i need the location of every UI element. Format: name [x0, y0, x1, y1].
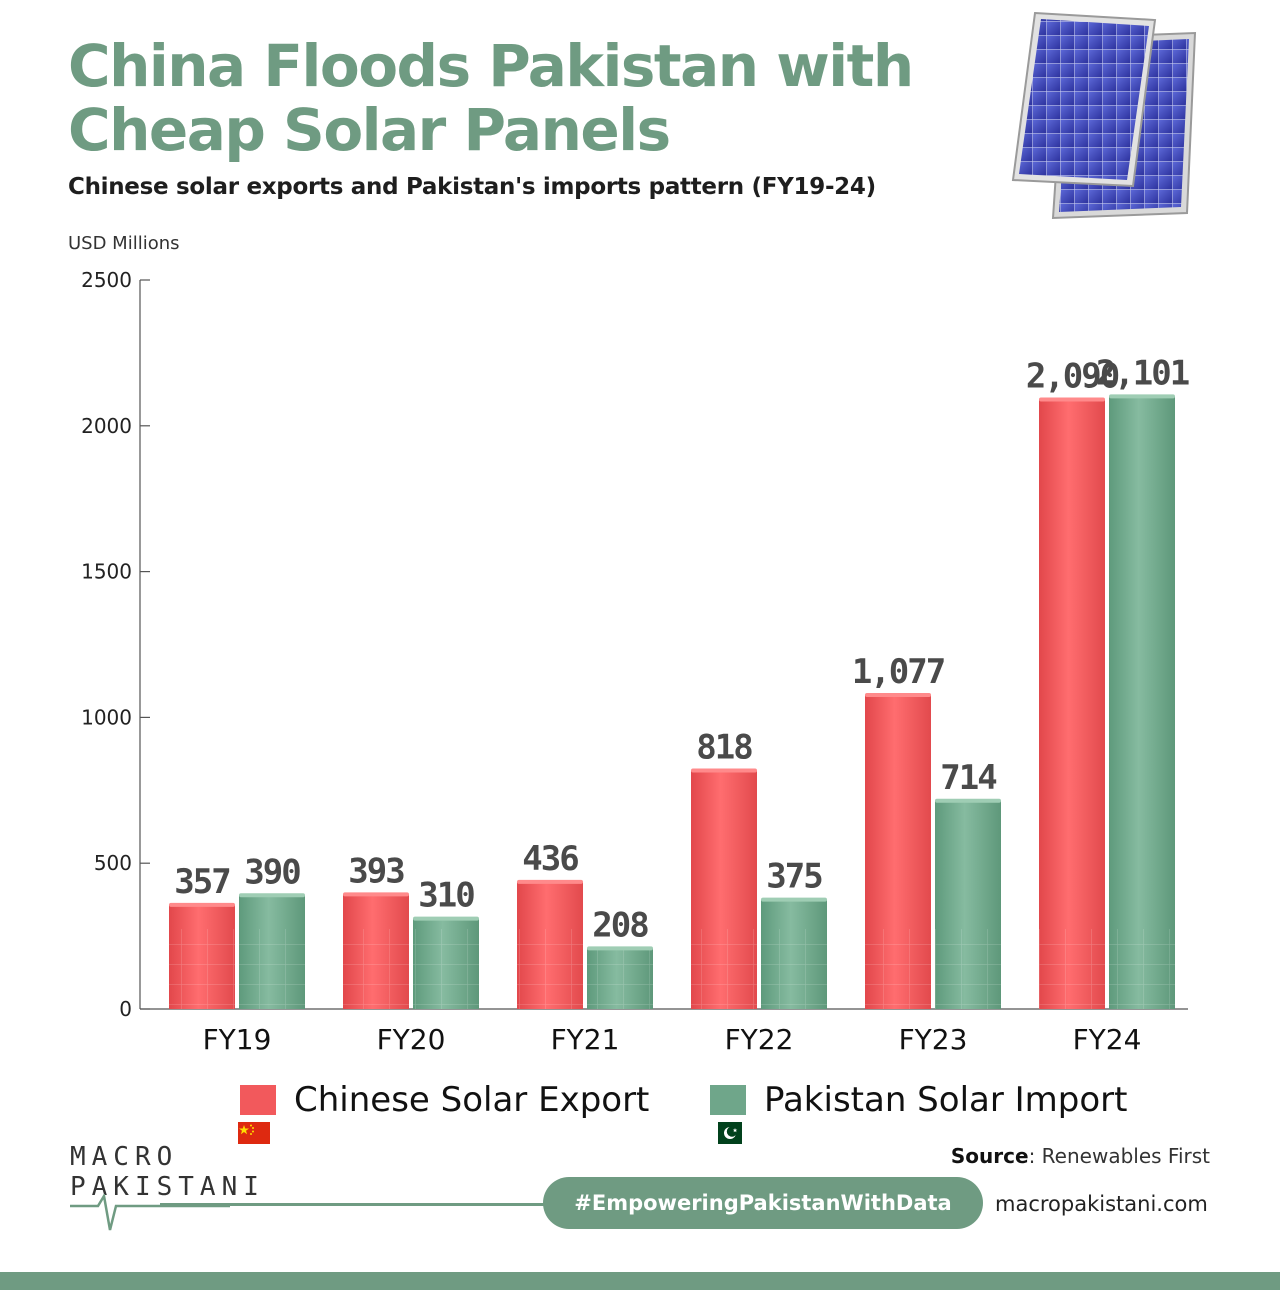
data-label-chinese-fy24: 2,090	[1026, 357, 1119, 397]
source-label: Source	[950, 1144, 1029, 1168]
bar-cap-pakistan-fy20	[413, 916, 479, 921]
data-label-pakistan-fy24: 2,101	[1096, 353, 1189, 393]
x-tick-label-fy21: FY21	[551, 1023, 620, 1056]
logo-line-2: PAKISTANI	[70, 1172, 265, 1202]
legend-swatch-chinese	[240, 1085, 276, 1115]
y-tick-label-500: 500	[94, 851, 132, 875]
bar-cap-pakistan-fy24	[1109, 394, 1175, 399]
bar-texture-pakistan-fy23	[935, 929, 1001, 1009]
data-label-chinese-fy19: 357	[174, 862, 229, 902]
data-label-pakistan-fy21: 208	[592, 905, 648, 945]
x-tick-label-fy23: FY23	[899, 1023, 968, 1056]
footer-divider	[160, 1203, 560, 1206]
legend-label-pakistan: Pakistan Solar Import	[764, 1080, 1128, 1120]
pakistan-flag-icon	[710, 1122, 742, 1144]
data-label-chinese-fy22: 818	[696, 727, 752, 767]
legend-item-chinese: Chinese Solar Export	[240, 1080, 649, 1120]
x-tick-label-fy20: FY20	[377, 1023, 446, 1056]
bar-texture-chinese-fy20	[343, 929, 409, 1009]
y-tick-label-2500: 2500	[81, 268, 132, 292]
data-label-chinese-fy23: 1,077	[852, 652, 944, 692]
legend-item-pakistan: Pakistan Solar Import	[710, 1080, 1127, 1120]
bar-texture-pakistan-fy24	[1109, 929, 1175, 1009]
logo-pulse-icon	[70, 1194, 230, 1231]
legend-label-chinese: Chinese Solar Export	[294, 1080, 650, 1120]
x-tick-label-fy22: FY22	[725, 1023, 794, 1056]
bar-cap-pakistan-fy23	[935, 798, 1001, 803]
source-value: : Renewables First	[1028, 1144, 1210, 1168]
y-tick-label-0: 0	[119, 997, 132, 1021]
bar-cap-chinese-fy19	[169, 902, 235, 907]
data-label-chinese-fy20: 393	[348, 851, 404, 891]
bar-texture-chinese-fy21	[517, 929, 583, 1009]
x-tick-label-fy19: FY19	[203, 1023, 272, 1056]
data-label-pakistan-fy19: 390	[244, 852, 300, 892]
solar-panel-illustration	[1011, 11, 1197, 220]
y-tick-label-1000: 1000	[81, 705, 132, 729]
data-label-pakistan-fy20: 310	[418, 876, 474, 916]
bar-texture-chinese-fy19	[169, 929, 235, 1009]
bar-cap-chinese-fy21	[517, 879, 583, 884]
bar-cap-pakistan-fy21	[587, 946, 653, 951]
data-label-pakistan-fy22: 375	[766, 857, 822, 897]
bar-texture-chinese-fy22	[691, 929, 757, 1009]
y-tick-label-1500: 1500	[81, 560, 132, 584]
y-axis-unit-label: USD Millions	[68, 233, 180, 254]
data-label-chinese-fy21: 436	[522, 839, 578, 879]
bar-cap-chinese-fy24	[1039, 397, 1105, 402]
bar-texture-pakistan-fy20	[413, 929, 479, 1009]
bar-cap-pakistan-fy19	[239, 893, 305, 898]
logo-line-1: MACRO	[70, 1142, 179, 1172]
bottom-bar	[0, 1272, 1280, 1290]
china-flag-icon	[238, 1122, 270, 1144]
macro-pakistani-logo: MACRO PAKISTANI	[70, 1142, 265, 1237]
page-subtitle: Chinese solar exports and Pakistan's imp…	[68, 174, 876, 200]
bar-cap-pakistan-fy22	[761, 897, 827, 902]
page-title: China Floods Pakistan with Cheap Solar P…	[68, 32, 914, 164]
data-label-pakistan-fy23: 714	[940, 758, 996, 798]
bar-pakistan-fy24	[1109, 396, 1175, 1009]
bar-chinese-fy24	[1039, 399, 1105, 1009]
x-tick-label-fy24: FY24	[1073, 1023, 1142, 1056]
y-tick-label-2000: 2000	[81, 414, 132, 438]
hashtag-badge: #EmpoweringPakistanWithData	[543, 1177, 983, 1229]
bar-texture-pakistan-fy21	[587, 948, 653, 1009]
legend-swatch-pakistan	[710, 1085, 746, 1115]
bar-texture-chinese-fy24	[1039, 929, 1105, 1009]
bar-chart: USD Millions 0 500 1000 1500 2000 2500 FY19 357…	[68, 233, 1191, 1056]
bar-cap-chinese-fy20	[343, 892, 409, 897]
chart-legend: Chinese Solar Export Pakistan Solar Impo…	[0, 1080, 1280, 1150]
website-link[interactable]: macropakistani.com	[995, 1192, 1208, 1216]
bar-texture-chinese-fy23	[865, 929, 931, 1009]
bar-cap-chinese-fy22	[691, 768, 757, 773]
bar-texture-pakistan-fy22	[761, 929, 827, 1009]
bar-texture-pakistan-fy19	[239, 929, 305, 1009]
source-note: Source: Renewables First	[951, 1144, 1210, 1168]
bar-cap-chinese-fy23	[865, 692, 931, 697]
